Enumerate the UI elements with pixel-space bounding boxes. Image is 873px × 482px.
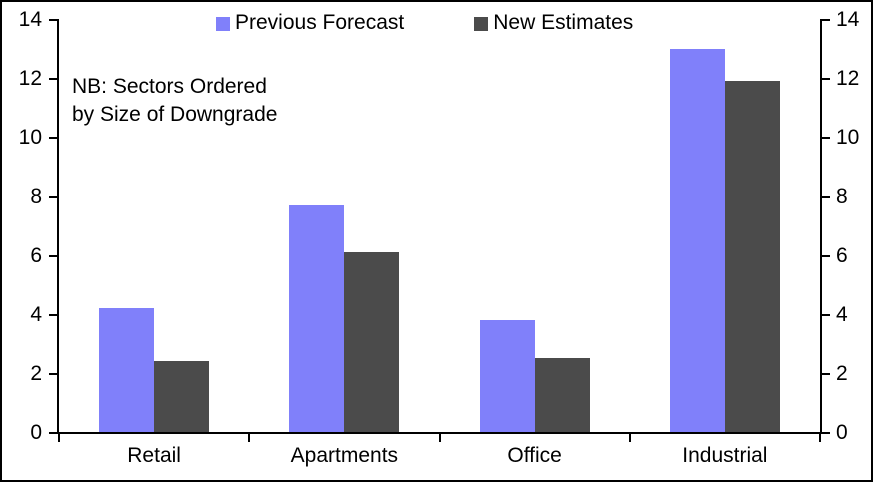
y-tick-left [49,255,57,257]
bar-apartments-previous-forecast [289,204,345,432]
chart-note-line-2: by Size of Downgrade [72,103,278,126]
bar-apartments-new-estimates [344,252,400,432]
y-axis-label-right: 0 [836,421,848,444]
x-axis-label-apartments: Apartments [290,444,399,467]
chart-note-line-1: NB: Sectors Ordered [72,75,267,98]
bar-office-new-estimates [534,358,590,432]
y-tick-left [49,196,57,198]
y-tick-right [822,373,830,375]
y-axis-label-left: 10 [18,126,42,149]
legend-item-previous-forecast: Previous Forecast [216,11,404,35]
y-tick-left [49,137,57,139]
y-axis-label-left: 0 [30,421,42,444]
x-tick [438,434,441,442]
y-tick-right [822,314,830,316]
y-tick-right [822,137,830,139]
x-axis-label-office: Office [507,444,562,467]
bar-industrial-new-estimates [724,80,780,432]
y-axis-label-left: 14 [18,8,42,31]
y-axis-label-left: 12 [18,67,42,90]
y-axis-right [820,19,822,432]
y-axis-label-right: 2 [836,362,848,385]
x-axis-label-industrial: Industrial [682,444,768,467]
y-tick-right [822,19,830,21]
y-axis-label-right: 12 [836,67,860,90]
y-axis-label-right: 14 [836,8,860,31]
y-axis-label-right: 6 [836,244,848,267]
x-axis-label-retail: Retail [127,444,181,467]
legend: Previous Forecast New Estimates [216,11,633,35]
x-tick [58,434,60,442]
legend-item-new-estimates: New Estimates [474,11,633,35]
chart-note: NB: Sectors Ordered by Size of Downgrade [72,73,277,129]
bar-retail-previous-forecast [99,308,155,432]
y-tick-left [49,78,57,80]
legend-swatch-new-estimates [474,16,489,31]
y-axis-label-left: 2 [30,362,42,385]
y-tick-left [49,432,57,434]
y-axis-label-left: 4 [30,303,42,326]
y-tick-right [822,255,830,257]
legend-swatch-previous-forecast [216,16,230,31]
y-axis-label-right: 4 [836,303,848,326]
x-tick [819,434,821,442]
x-tick [248,434,251,442]
legend-label-new-estimates: New Estimates [493,11,634,34]
bar-industrial-previous-forecast [669,48,725,432]
y-tick-right [822,78,830,80]
x-axis [57,432,822,434]
y-tick-right [822,196,830,198]
y-axis-left [57,19,59,432]
y-tick-left [49,19,57,21]
y-axis-label-left: 8 [30,185,42,208]
y-tick-left [49,314,57,316]
y-tick-right [822,432,830,434]
y-axis-label-right: 8 [836,185,848,208]
y-tick-left [49,373,57,375]
x-tick [628,434,631,442]
legend-label-previous-forecast: Previous Forecast [235,11,405,34]
y-axis-label-left: 6 [30,244,42,267]
bar-retail-new-estimates [154,361,210,432]
y-axis-label-right: 10 [836,126,860,149]
bar-office-previous-forecast [479,319,535,432]
